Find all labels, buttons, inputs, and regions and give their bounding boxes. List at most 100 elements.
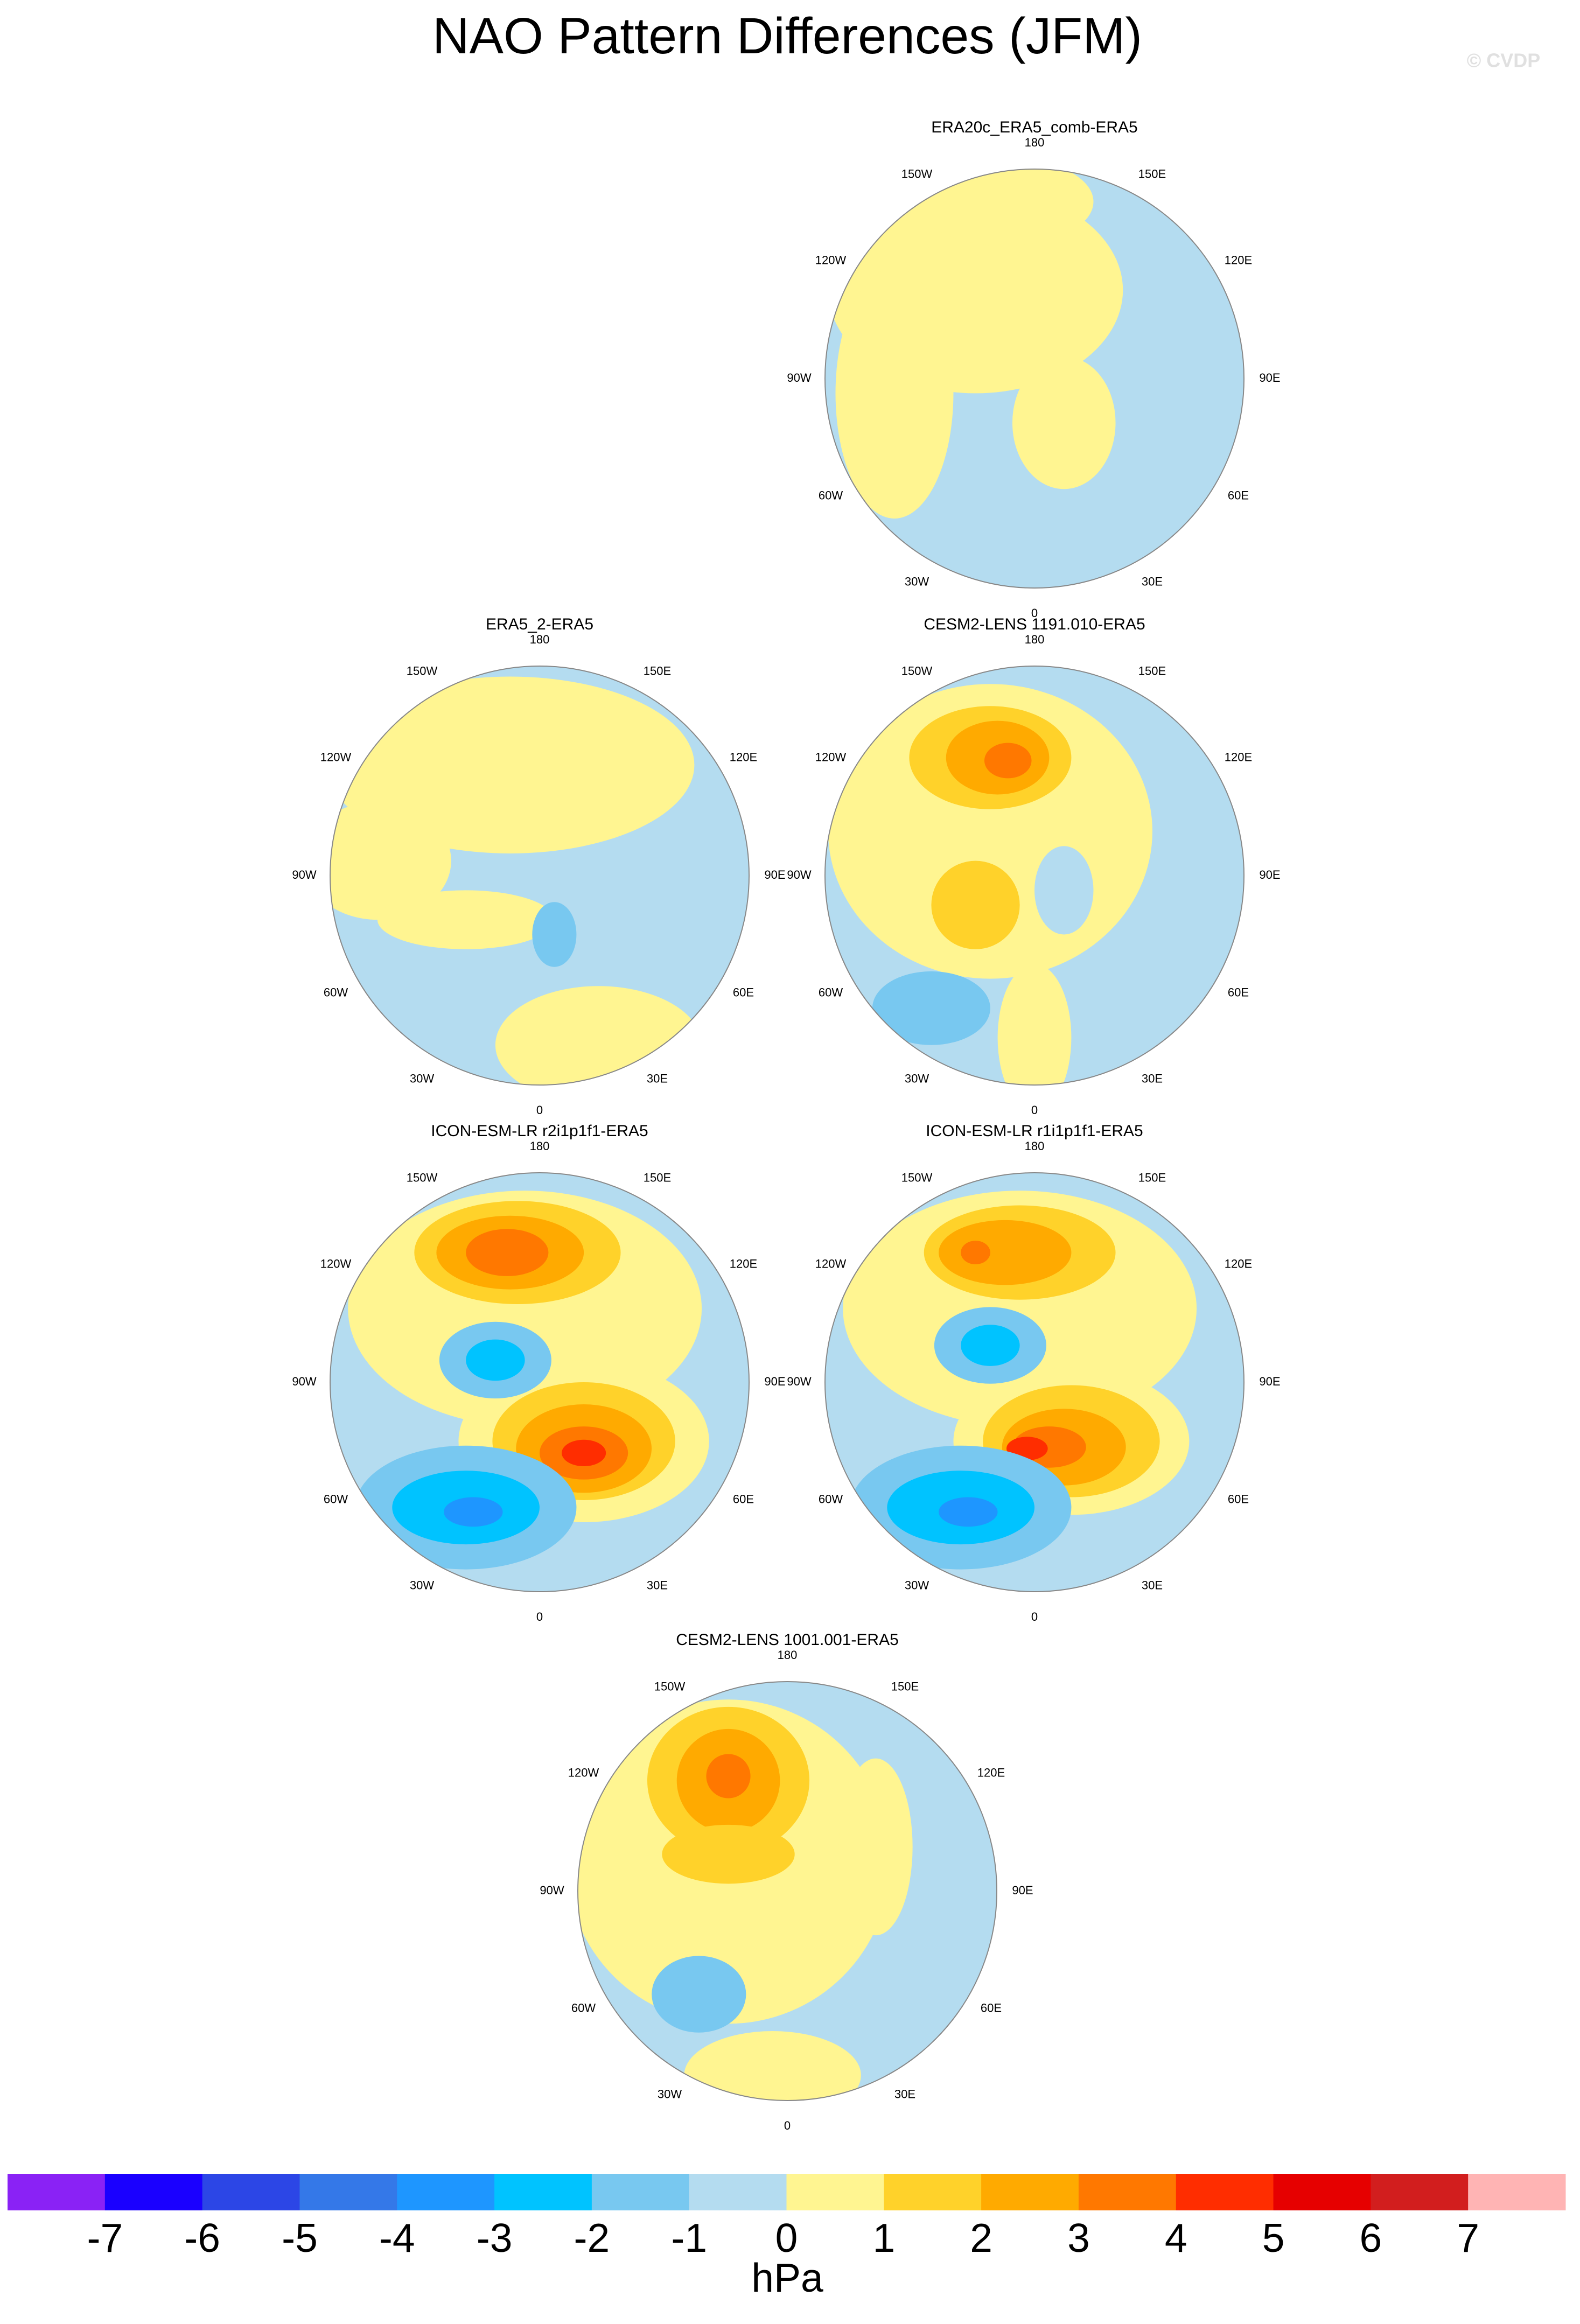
field: [578, 1682, 997, 2101]
colorbar-box: [884, 2174, 982, 2210]
contour-region: [961, 1241, 990, 1265]
contour-region: [939, 1220, 1072, 1285]
colorbar-box: [981, 2174, 1079, 2210]
longitude-label: 120E: [730, 1257, 757, 1270]
longitude-label: 0: [1031, 1103, 1038, 1117]
colorbar-box: [299, 2174, 397, 2210]
colorbar-box: [397, 2174, 495, 2210]
longitude-label: 150W: [407, 1171, 438, 1184]
longitude-label: 90E: [764, 868, 785, 881]
longitude-label: 150E: [1138, 167, 1166, 180]
longitude-label: 90W: [292, 1375, 316, 1388]
longitude-label: 120E: [977, 1766, 1005, 1779]
longitude-label: 90E: [1012, 1884, 1033, 1897]
longitude-label: 150W: [407, 664, 438, 677]
map-panel: ERA5_2-ERA5 0 30E 60E 90E 120E 150E 180 150W 120W…: [292, 615, 785, 1117]
longitude-label: 120W: [815, 253, 847, 267]
longitude-label: 0: [1031, 606, 1038, 620]
contour-region: [330, 676, 695, 853]
longitude-label: 30W: [658, 2087, 682, 2101]
longitude-label: 150W: [901, 1171, 933, 1184]
longitude-label: 30E: [647, 1578, 668, 1592]
colorbar-tick-label: 1: [872, 2215, 895, 2260]
map-panel: CESM2-LENS 1191.010-ERA5 0 30E 60E 90E 120E 15…: [787, 615, 1280, 1117]
longitude-label: 150W: [654, 1679, 686, 1693]
colorbar-tick-label: -4: [379, 2215, 415, 2260]
field: [825, 1173, 1244, 1592]
field: [330, 666, 749, 1085]
colorbar-tick-label: 4: [1165, 2215, 1187, 2260]
longitude-label: 180: [530, 1139, 550, 1153]
longitude-label: 30E: [647, 1072, 668, 1085]
longitude-label: 120E: [1225, 1257, 1252, 1270]
longitude-label: 30W: [410, 1072, 434, 1085]
colorbar-tick-label: 7: [1457, 2215, 1479, 2260]
contour-region: [1012, 356, 1116, 489]
colorbar-box: [1371, 2174, 1469, 2210]
longitude-label: 30W: [905, 575, 929, 588]
longitude-label: 60E: [1228, 488, 1249, 502]
longitude-label: 150E: [1138, 1171, 1166, 1184]
longitude-label: 60E: [981, 2001, 1002, 2014]
longitude-label: 90E: [1259, 1375, 1280, 1388]
colorbar-tick-label: -6: [184, 2215, 220, 2260]
contour-region: [872, 971, 990, 1045]
colorbar-box: [202, 2174, 300, 2210]
longitude-label: 60E: [1228, 985, 1249, 999]
longitude-label: 90E: [1259, 371, 1280, 384]
colorbar-box: [104, 2174, 203, 2210]
longitude-label: 30E: [1142, 1072, 1163, 1085]
longitude-label: 60E: [733, 1492, 754, 1506]
contour-region: [495, 986, 702, 1085]
colorbar-tick-label: 2: [970, 2215, 992, 2260]
longitude-label: 30E: [1142, 1578, 1163, 1592]
longitude-label: 90E: [1259, 868, 1280, 881]
contour-region: [652, 1956, 746, 2033]
longitude-label: 0: [1031, 1610, 1038, 1623]
map-border: [330, 1172, 750, 1592]
map-border: [577, 1681, 997, 2101]
panel-title: ICON-ESM-LR r2i1p1f1-ERA5: [431, 1122, 648, 1140]
longitude-label: 60W: [324, 1492, 348, 1506]
panel-title: ICON-ESM-LR r1i1p1f1-ERA5: [926, 1122, 1143, 1140]
longitude-label: 150E: [891, 1679, 919, 1693]
map-panel: ICON-ESM-LR r1i1p1f1-ERA5 0 30E 60E 90E 120E 1…: [787, 1122, 1280, 1623]
colorbar-box: [591, 2174, 690, 2210]
longitude-label: 180: [1025, 136, 1045, 149]
longitude-label: 180: [530, 633, 550, 646]
contour-region: [562, 1439, 606, 1467]
colorbar-tick-label: 0: [775, 2215, 798, 2260]
longitude-label: 30E: [894, 2087, 915, 2101]
contour-region: [532, 902, 577, 967]
colorbar-tick-label: -1: [671, 2215, 707, 2260]
colorbar-box: [8, 2174, 106, 2210]
colorbar-tick-label: 5: [1262, 2215, 1285, 2260]
longitude-label: 120W: [568, 1766, 599, 1779]
longitude-label: 90W: [787, 868, 811, 881]
contour-region: [838, 1758, 913, 1936]
contour-region: [961, 1325, 1020, 1366]
colorbar-box: [689, 2174, 787, 2210]
map-border: [824, 169, 1245, 589]
colorbar-tick-label: 3: [1067, 2215, 1090, 2260]
longitude-label: 90W: [540, 1884, 564, 1897]
map-border: [824, 666, 1245, 1086]
longitude-label: 90E: [764, 1375, 785, 1388]
longitude-label: 120E: [1225, 750, 1252, 764]
colorbar-tick-label: -2: [574, 2215, 610, 2260]
panel-title: ERA20c_ERA5_comb-ERA5: [931, 118, 1138, 136]
longitude-label: 60W: [819, 1492, 843, 1506]
field: [330, 1173, 749, 1592]
contour-region: [662, 1824, 795, 1884]
longitude-label: 30E: [1142, 575, 1163, 588]
contour-region: [684, 2031, 861, 2101]
contour-region: [931, 860, 1020, 949]
map-panel: CESM2-LENS 1001.001-ERA5 0 30E 60E 90E 120E 15…: [540, 1631, 1033, 2132]
longitude-label: 120E: [730, 750, 757, 764]
longitude-label: 60W: [571, 2001, 596, 2014]
colorbar-box: [1468, 2174, 1566, 2210]
longitude-label: 30W: [905, 1578, 929, 1592]
colorbar-box: [1273, 2174, 1371, 2210]
